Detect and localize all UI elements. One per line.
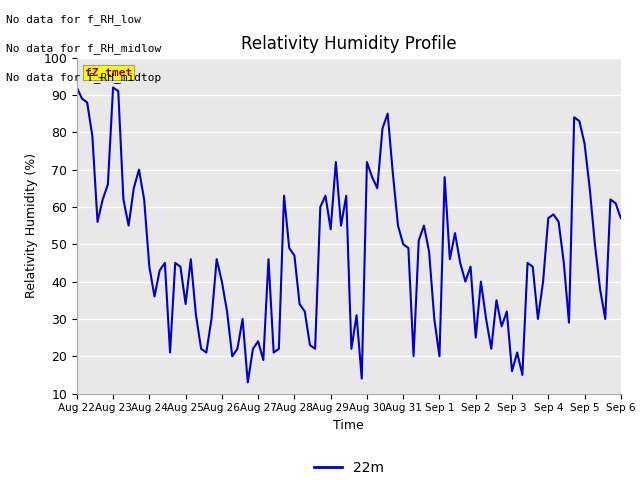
Y-axis label: Relativity Humidity (%): Relativity Humidity (%) bbox=[25, 153, 38, 298]
X-axis label: Time: Time bbox=[333, 419, 364, 432]
Legend: 22m: 22m bbox=[308, 456, 389, 480]
Text: fZ_tmet: fZ_tmet bbox=[85, 68, 132, 78]
Text: No data for f_RH_low: No data for f_RH_low bbox=[6, 14, 141, 25]
Title: Relativity Humidity Profile: Relativity Humidity Profile bbox=[241, 35, 456, 53]
Text: No data for f_RH_midtop: No data for f_RH_midtop bbox=[6, 72, 162, 83]
Text: No data for f_RH_midlow: No data for f_RH_midlow bbox=[6, 43, 162, 54]
